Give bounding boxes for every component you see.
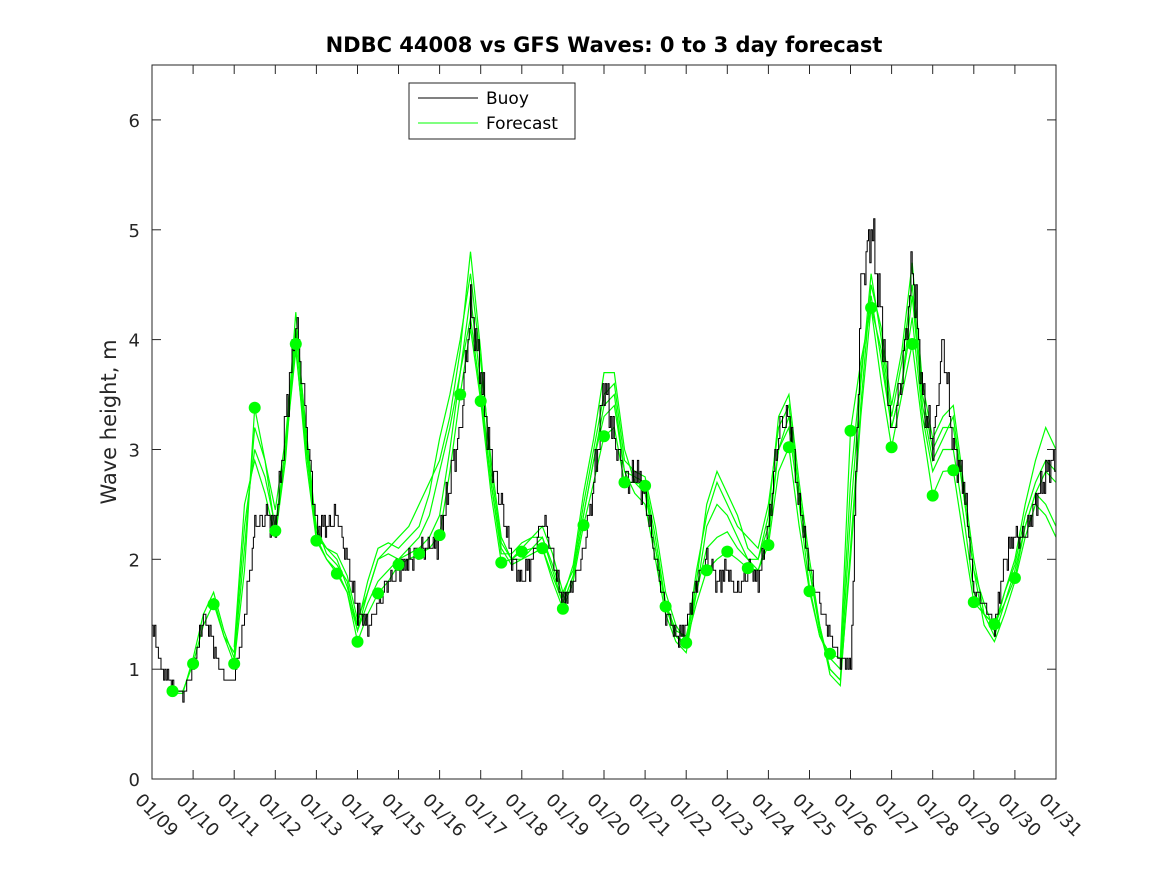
y-axis-label: Wave height, m: [97, 339, 121, 504]
buoy-line: [152, 218, 1057, 703]
forecast-marker: [433, 529, 446, 542]
forecast-marker: [454, 388, 467, 401]
forecast-marker: [166, 685, 179, 698]
forecast-marker: [495, 556, 508, 569]
forecast-marker: [577, 519, 590, 532]
forecast-marker: [680, 636, 693, 649]
legend-forecast-label: Forecast: [486, 114, 558, 134]
series-layer: [152, 218, 1057, 703]
y-tick-label: 2: [129, 550, 140, 571]
forecast-marker: [207, 598, 220, 611]
forecast-marker: [741, 562, 754, 575]
marker-layer: [166, 301, 1021, 698]
forecast-marker: [228, 657, 241, 670]
forecast-marker: [803, 585, 816, 598]
forecast-marker: [310, 534, 323, 547]
forecast-marker: [269, 524, 282, 537]
forecast-marker: [721, 545, 734, 558]
forecast-marker: [413, 547, 426, 560]
forecast-marker: [556, 602, 569, 615]
forecast-marker: [988, 618, 1001, 631]
y-tick-label: 3: [129, 441, 140, 462]
y-tick-label: 5: [129, 221, 140, 242]
forecast-marker: [967, 596, 980, 609]
y-tick-label: 4: [129, 331, 140, 352]
forecast-marker: [248, 401, 261, 414]
y-tick-label: 6: [129, 111, 140, 132]
forecast-marker: [844, 424, 857, 437]
forecast-marker: [598, 430, 610, 443]
forecast-marker: [515, 545, 528, 558]
forecast-marker: [330, 567, 343, 580]
forecast-marker: [824, 647, 836, 660]
forecast-marker: [536, 542, 549, 555]
legend-box: [408, 82, 576, 140]
forecast-marker: [906, 338, 919, 350]
legend: Buoy Forecast: [408, 82, 576, 140]
y-tick-label: 1: [129, 660, 140, 681]
forecast-marker: [351, 635, 364, 648]
forecast-marker: [762, 539, 775, 551]
forecast-marker: [639, 479, 652, 492]
forecast-marker: [885, 441, 898, 454]
forecast-marker: [659, 600, 672, 613]
forecast-marker: [700, 564, 713, 577]
y-tick-label: 0: [129, 770, 140, 791]
legend-buoy-label: Buoy: [486, 89, 529, 109]
forecast-marker: [782, 441, 795, 454]
chart-title: NDBC 44008 vs GFS Waves: 0 to 3 day fore…: [326, 33, 883, 57]
forecast-marker: [372, 587, 384, 600]
forecast-marker: [926, 489, 939, 502]
forecast-marker: [1008, 572, 1021, 584]
forecast-marker: [474, 395, 487, 408]
forecast-marker: [187, 657, 200, 670]
forecast-marker: [289, 338, 302, 350]
forecast-marker: [392, 558, 405, 571]
forecast-marker: [947, 464, 960, 477]
forecast-marker: [865, 301, 878, 314]
forecast-marker: [618, 476, 631, 489]
